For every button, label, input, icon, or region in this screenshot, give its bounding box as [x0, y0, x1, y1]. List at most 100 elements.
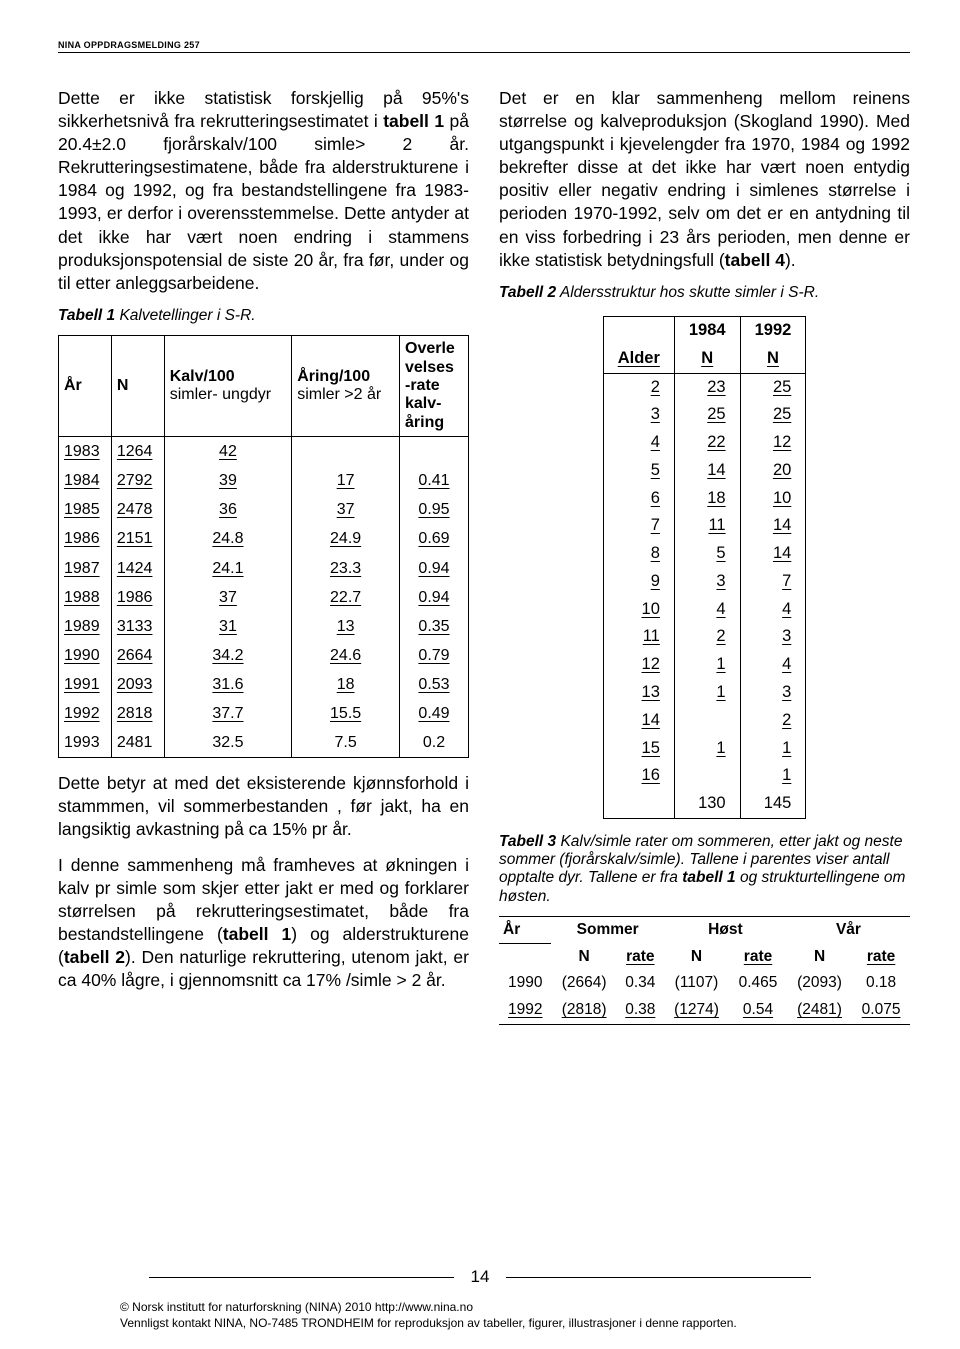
table-row: 8514 — [603, 540, 806, 568]
table-cell: 145 — [740, 790, 806, 818]
table-row: 1984279239170.41 — [59, 466, 469, 495]
table-cell: 0.69 — [400, 524, 469, 553]
table-cell: 2818 — [111, 699, 164, 728]
text: simler >2 år — [297, 386, 381, 403]
table-cell: 22.7 — [292, 583, 400, 612]
table-row: 1990(2664)0.34(1107)0.465(2093)0.18 — [499, 970, 910, 996]
table-row: 198819863722.70.94 — [59, 583, 469, 612]
left-column: Dette er ikke statistisk forskjellig på … — [58, 87, 469, 1025]
t1-h-kalv: Kalv/100 simler- ungdyr — [164, 336, 291, 437]
ref-tabell-4: tabell 4 — [725, 250, 785, 270]
table-cell: 18 — [292, 670, 400, 699]
table-cell: 3 — [603, 401, 674, 429]
table-cell: 2 — [740, 707, 806, 735]
table-cell: 36 — [164, 495, 291, 524]
table-cell: 1 — [674, 651, 740, 679]
t3-sh-n1: N — [551, 944, 616, 970]
table-cell: 11 — [603, 623, 674, 651]
table-cell: 31.6 — [164, 670, 291, 699]
text: Åring/100 — [297, 368, 370, 385]
table-cell: (2664) — [551, 970, 616, 996]
caption-lead: Tabell 2 — [499, 284, 556, 301]
copyright-block: © Norsk institutt for naturforskning (NI… — [120, 1299, 900, 1331]
table-cell: 0.94 — [400, 554, 469, 583]
t2-h-1984: 1984 — [674, 317, 740, 345]
table-cell: 42 — [164, 437, 291, 467]
caption-text: Aldersstruktur hos skutte simler i S-R. — [556, 284, 819, 301]
copyright-line-2: Vennligst kontakt NINA, NO-7485 TRONDHEI… — [120, 1315, 900, 1331]
t1-body: 19831264421984279239170.411985247836370.… — [59, 437, 469, 758]
table-cell: 6 — [603, 485, 674, 513]
text: N — [701, 349, 713, 367]
table-2-caption: Tabell 2 Aldersstruktur hos skutte simle… — [499, 284, 910, 302]
table-cell: 7.5 — [292, 728, 400, 758]
table-cell: 13 — [603, 679, 674, 707]
table-cell: 2481 — [111, 728, 164, 758]
t3-body: 1990(2664)0.34(1107)0.465(2093)0.181992(… — [499, 970, 910, 1024]
text: Det er en klar sammenheng mellom rein­en… — [499, 88, 910, 270]
table-cell: 2093 — [111, 670, 164, 699]
table-cell: 31 — [164, 612, 291, 641]
table-cell: 14 — [740, 540, 806, 568]
table-cell: (1274) — [664, 997, 729, 1025]
table-cell: 15.5 — [292, 699, 400, 728]
table-cell: 10 — [740, 485, 806, 513]
t1-h-aring: Åring/100 simler >2 år — [292, 336, 400, 437]
table-cell: 37 — [164, 583, 291, 612]
table-cell: 14 — [674, 457, 740, 485]
table-cell: 1 — [740, 762, 806, 790]
table-cell: 1990 — [59, 641, 112, 670]
left-para-2: Dette betyr at med det eksisterende kjøn… — [58, 772, 469, 841]
table-row: 1992(2818)0.38(1274)0.54(2481)0.075 — [499, 997, 910, 1025]
table-row: 1986215124.824.90.69 — [59, 524, 469, 553]
table-cell: 14 — [603, 707, 674, 735]
table-cell: 4 — [603, 429, 674, 457]
table-row: 1123 — [603, 623, 806, 651]
table-cell: 1264 — [111, 437, 164, 467]
t2-h-n2: N — [740, 345, 806, 373]
table-cell: 34.2 — [164, 641, 291, 670]
report-header: NINA OPPDRAGSMELDING 257 — [58, 40, 910, 53]
table-row: 1511 — [603, 735, 806, 763]
table-row: 1313 — [603, 679, 806, 707]
table-2: Alder 1984 1992 N N 22325325254221251420… — [603, 316, 807, 819]
table-cell: 23.3 — [292, 554, 400, 583]
table-row: 61810 — [603, 485, 806, 513]
right-column: Det er en klar sammenheng mellom rein­en… — [499, 87, 910, 1025]
t1-h-overle: Overle velses -rate kalv- åring — [400, 336, 469, 437]
t1-h-n: N — [111, 336, 164, 437]
table-row: 51420 — [603, 457, 806, 485]
table-cell: 0.53 — [400, 670, 469, 699]
table-cell: 0.465 — [729, 970, 787, 996]
caption-lead: Tabell 3 — [499, 833, 556, 850]
footer-rule-left — [149, 1277, 454, 1278]
table-cell: 0.41 — [400, 466, 469, 495]
table-row: 937 — [603, 568, 806, 596]
table-cell: 0.94 — [400, 583, 469, 612]
table-cell: 0.54 — [729, 997, 787, 1025]
table-cell: 24.6 — [292, 641, 400, 670]
table-cell: 23 — [674, 373, 740, 401]
t2-h-1992: 1992 — [740, 317, 806, 345]
table-cell: 1985 — [59, 495, 112, 524]
table-cell: 2792 — [111, 466, 164, 495]
table-cell: 1993 — [59, 728, 112, 758]
table-cell: 1989 — [59, 612, 112, 641]
table-cell: 0.49 — [400, 699, 469, 728]
table-row: 1990266434.224.60.79 — [59, 641, 469, 670]
table-cell: 2 — [674, 623, 740, 651]
page-number: 14 — [471, 1267, 490, 1286]
text: på 20.4±2.0 fjorårskalv/100 simle> 2 år.… — [58, 111, 469, 293]
t3-h-var: Vår — [787, 916, 910, 943]
table-3: År Sommer Høst Vår N rate N rate N rate … — [499, 916, 910, 1025]
table-cell: 2664 — [111, 641, 164, 670]
table-cell: 1 — [674, 735, 740, 763]
table-cell: 17 — [292, 466, 400, 495]
text: ). — [785, 250, 796, 270]
ref-tabell-1b: tabell 1 — [223, 924, 291, 944]
table-cell: 130 — [674, 790, 740, 818]
table-cell: 4 — [740, 651, 806, 679]
table-cell: (1107) — [664, 970, 729, 996]
table-cell — [292, 437, 400, 467]
text: rate — [744, 948, 772, 965]
